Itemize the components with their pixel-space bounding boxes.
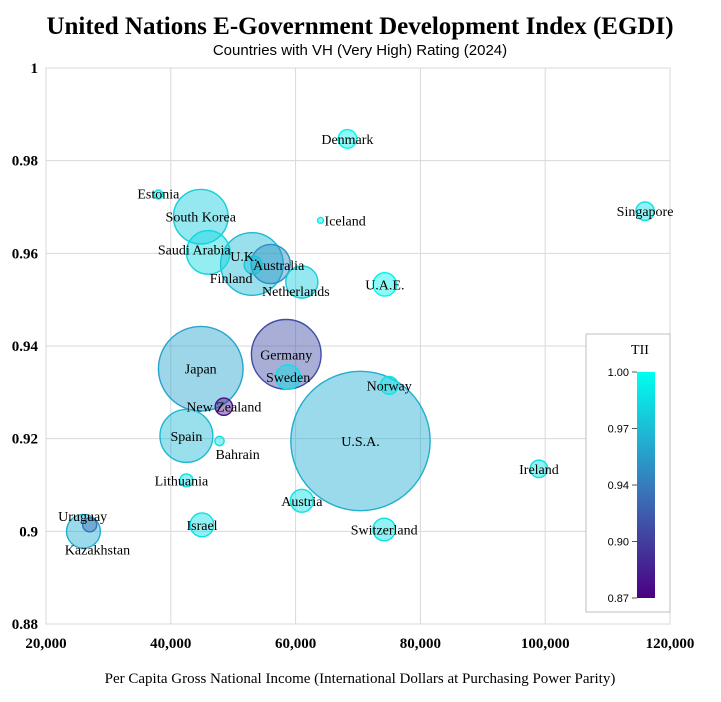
bubble-label: Austria <box>281 495 323 510</box>
chart-subtitle: Countries with VH (Very High) Rating (20… <box>213 42 507 59</box>
bubble-bahrain <box>214 435 225 447</box>
bubble-label: Singapore <box>617 205 674 220</box>
bubble-iceland <box>316 216 325 225</box>
bubble-ireland <box>529 459 549 479</box>
color-scale-tick-label: 0.97 <box>608 424 629 436</box>
bubble-label: Spain <box>170 430 202 445</box>
color-scale-title: TII <box>631 343 649 358</box>
bubble-lithuania <box>179 473 194 488</box>
bubble-label: Saudi Arabia <box>158 243 231 258</box>
bubble-label: Bahrain <box>215 448 259 463</box>
bubble-israel <box>189 512 215 538</box>
bubble-label: South Korea <box>166 211 237 226</box>
bubble-new-zealand <box>214 397 234 417</box>
x-tick-label: 60,000 <box>275 636 316 652</box>
bubble-label: Ireland <box>519 463 559 478</box>
color-scale-tick-label: 1.00 <box>608 367 629 379</box>
y-tick-label: 0.94 <box>12 339 39 355</box>
bubble-denmark <box>337 128 358 149</box>
bubble-label: New Zealand <box>186 401 261 416</box>
bubble-sweden <box>275 363 302 391</box>
bubble-japan <box>157 325 244 412</box>
bubble-australia <box>250 243 291 285</box>
bubble-label: Estonia <box>137 187 180 202</box>
color-scale-bar <box>637 372 655 598</box>
bubble-finland <box>243 255 263 275</box>
bubble-singapore <box>635 201 655 222</box>
bubble-saudi-arabia <box>185 229 231 275</box>
x-tick-label: 80,000 <box>400 636 441 652</box>
bubble-label: Iceland <box>325 214 366 229</box>
x-axis-ticks: 20,000 40,000 60,000 80,000 100,000 120,000 <box>25 636 694 652</box>
y-tick-label: 0.92 <box>12 432 38 448</box>
bubble-label: Sweden <box>266 371 310 386</box>
bubble-label: Lithuania <box>155 474 209 489</box>
bubble-uruguay <box>81 517 98 533</box>
color-scale-tick-label: 0.87 <box>608 593 629 605</box>
y-tick-label: 1 <box>31 61 39 77</box>
bubble-label: U.K. <box>230 250 257 265</box>
bubble-label: Japan <box>185 363 217 378</box>
x-tick-label: 120,000 <box>646 636 695 652</box>
x-axis-label: Per Capita Gross National Income (Intern… <box>105 671 616 687</box>
bubble-u-a-e- <box>372 271 398 297</box>
y-tick-label: 0.9 <box>19 524 38 540</box>
bubble-label: Uruguay <box>58 510 107 525</box>
bubble-switzerland <box>372 517 397 542</box>
bubble-label: Israel <box>186 519 217 534</box>
bubble-series <box>65 128 655 549</box>
color-scale-legend: TII 0.87 0.90 0.94 0.97 1.00 <box>585 333 671 613</box>
color-scale-tick-label: 0.90 <box>608 537 629 549</box>
bubble-norway <box>379 375 399 395</box>
bubble-label: Finland <box>210 272 253 287</box>
bubble-label: Switzerland <box>351 523 418 538</box>
bubble-u-s-a- <box>290 370 431 512</box>
y-axis-ticks: 0.88 0.9 0.92 0.94 0.96 0.98 1 <box>12 61 39 633</box>
color-scale-tick-label: 0.94 <box>608 480 629 492</box>
bubble-spain <box>159 408 214 464</box>
x-tick-label: 100,000 <box>521 636 570 652</box>
color-scale-ticks: 0.87 0.90 0.94 0.97 1.00 <box>608 367 637 605</box>
y-tick-label: 0.98 <box>12 154 38 170</box>
bubble-label: Germany <box>260 348 312 363</box>
bubble-label: U.S.A. <box>341 435 380 450</box>
bubble-kazakhstan <box>65 513 102 549</box>
bubble-label: Australia <box>253 259 305 274</box>
bubble-u-k- <box>219 231 284 297</box>
x-tick-label: 40,000 <box>150 636 191 652</box>
bubble-austria <box>289 488 315 513</box>
bubble-labels: Denmark Estonia South Korea Iceland Singapor… <box>58 133 673 558</box>
bubble-south-korea <box>172 188 229 245</box>
bubble-estonia <box>153 189 164 200</box>
bubble-label: Netherlands <box>262 285 330 300</box>
x-tick-label: 20,000 <box>25 636 66 652</box>
y-tick-label: 0.88 <box>12 617 38 633</box>
bubble-label: U.A.E. <box>365 278 404 293</box>
grid <box>45 67 671 625</box>
bubble-label: Kazakhstan <box>65 543 130 558</box>
bubble-label: Denmark <box>321 133 373 148</box>
color-scale-frame <box>585 333 671 613</box>
chart-title: United Nations E-Government Development … <box>46 13 673 40</box>
bubble-netherlands <box>285 265 319 299</box>
y-tick-label: 0.96 <box>12 246 39 262</box>
bubble-label: Norway <box>367 379 412 394</box>
